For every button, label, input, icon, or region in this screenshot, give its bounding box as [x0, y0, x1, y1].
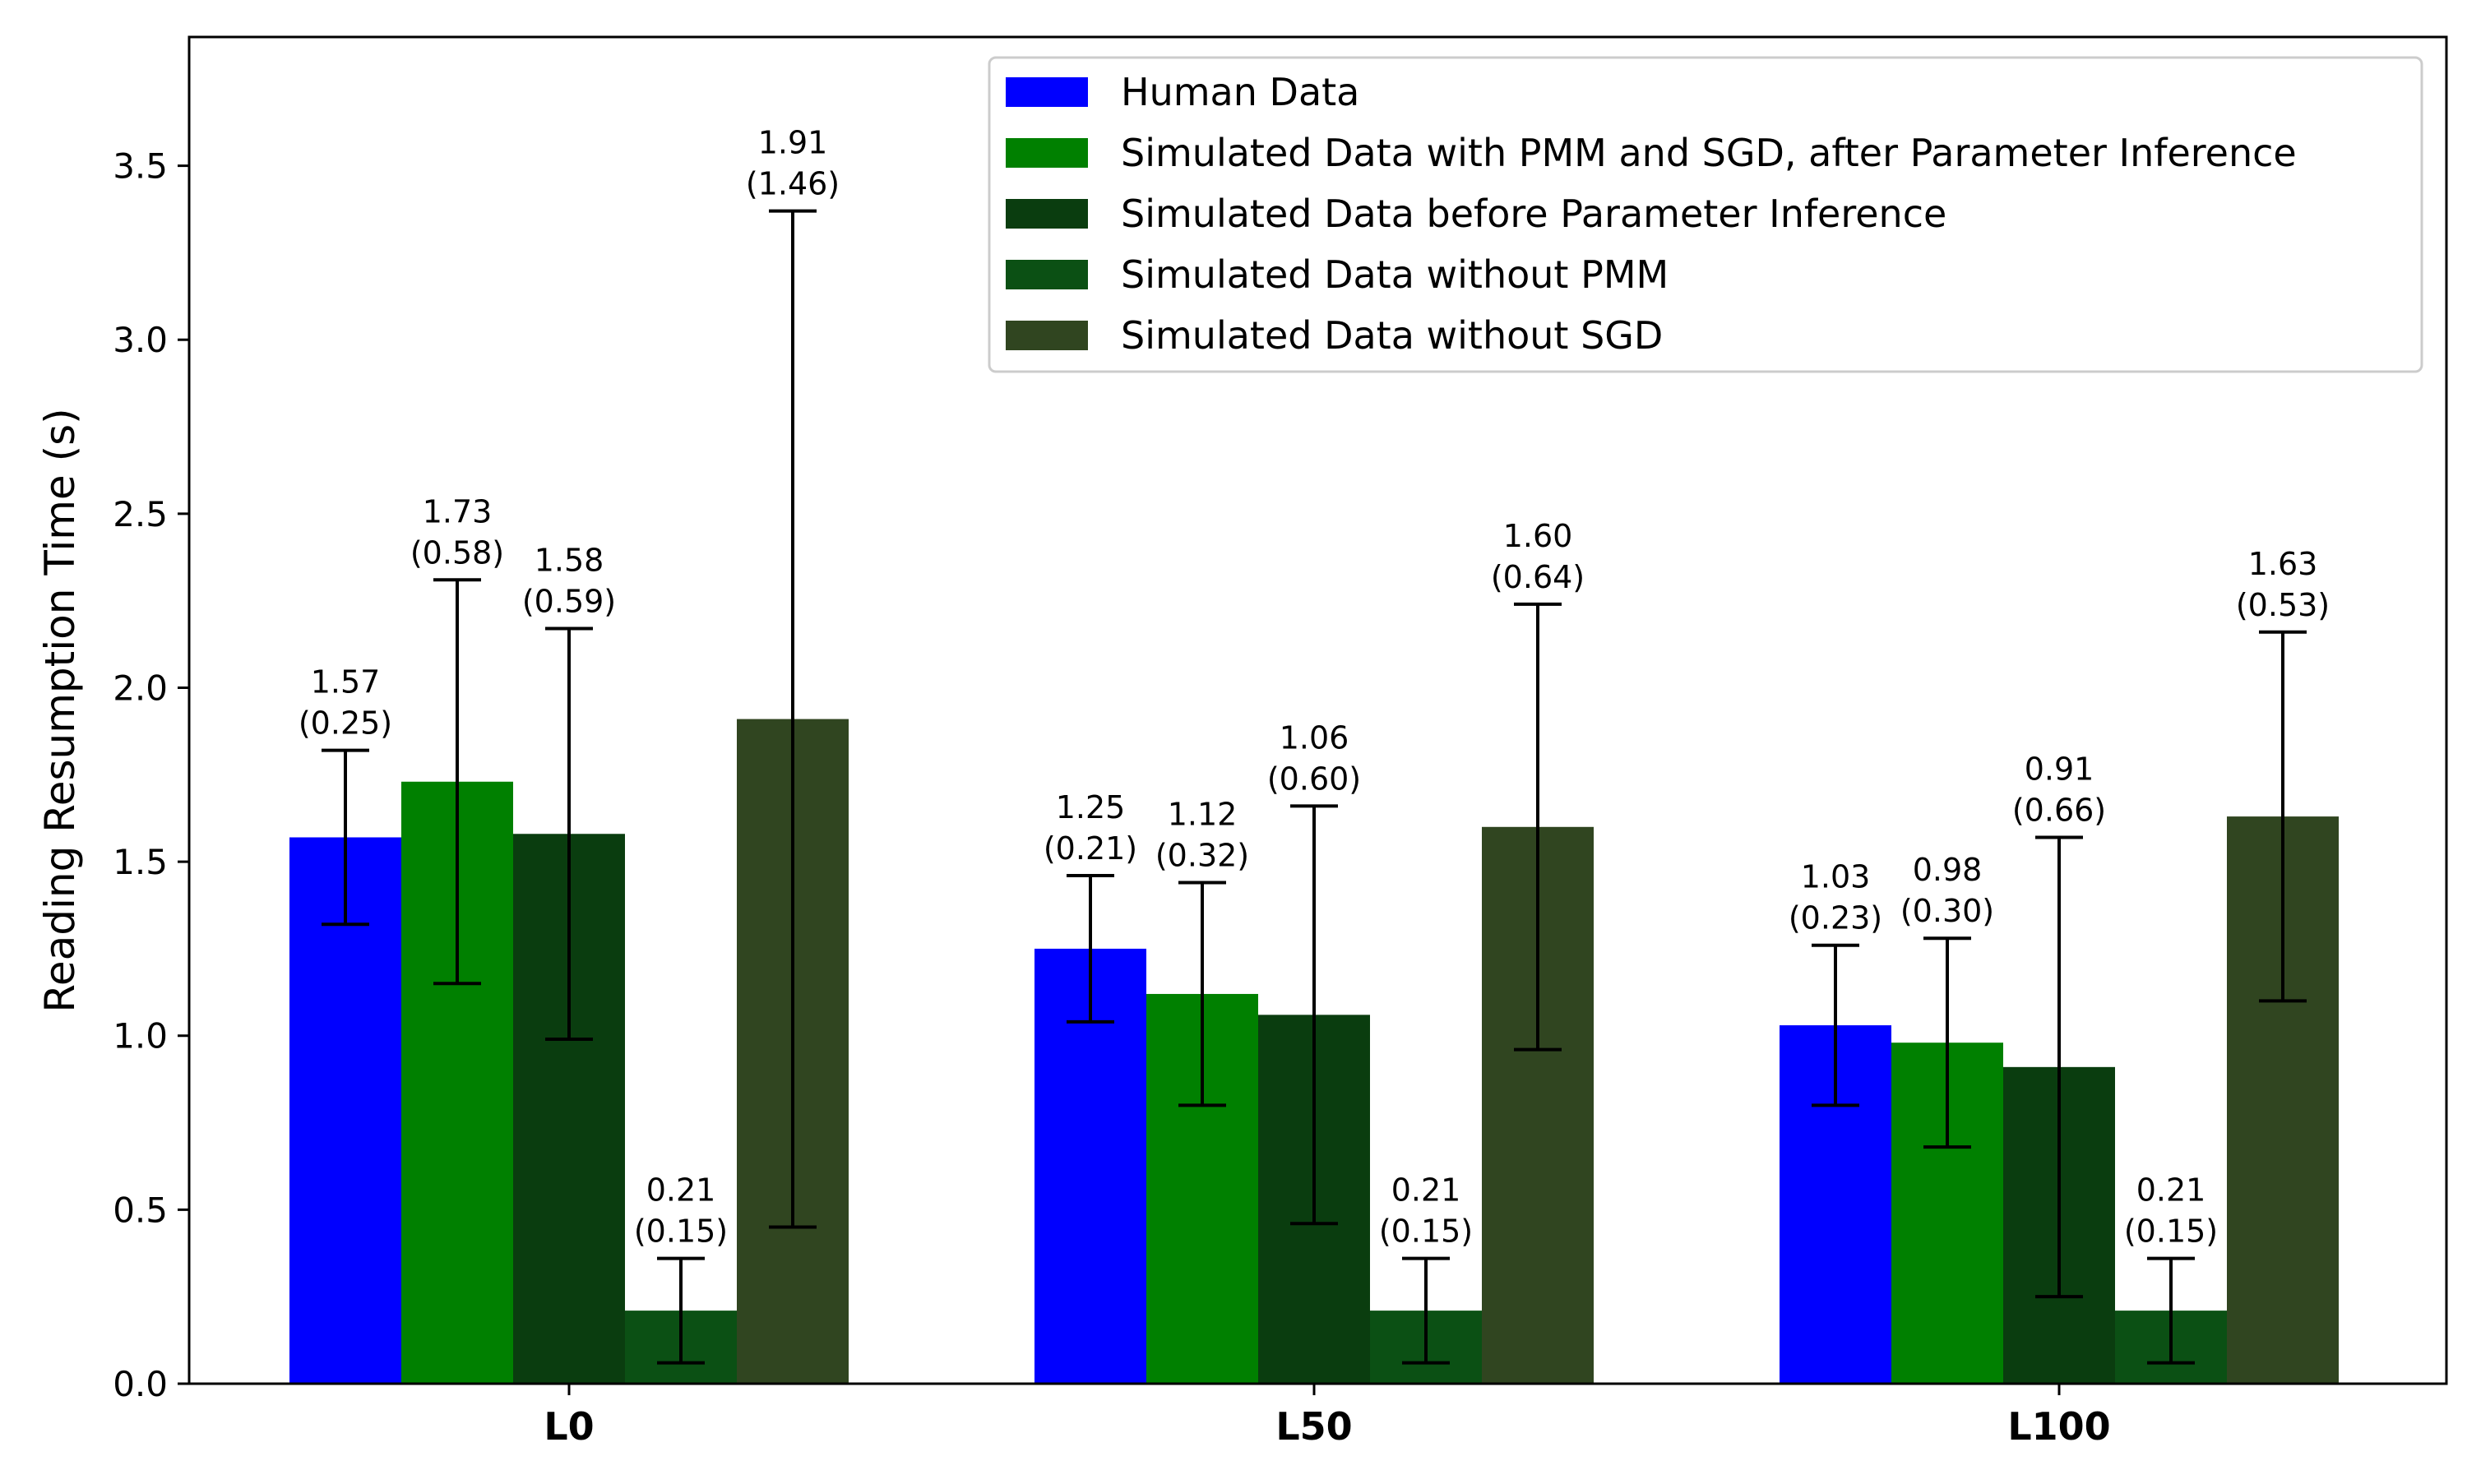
data-label-value-l100-series-2: 0.98: [1913, 852, 1983, 888]
data-labels-layer: 1.57 (0.25) 1.73 (0.58) 1.58 (0.59) 0.21 (0.15)…: [299, 125, 2330, 1250]
data-label-value-l50-series-4: 0.21: [1391, 1172, 1461, 1209]
legend-swatch-series-3: [1006, 199, 1088, 229]
data-label-sd-l0-series-1: (0.25): [299, 705, 392, 742]
legend-label-series-5: Simulated Data without SGD: [1121, 313, 1663, 358]
data-label-value-l0-series-2: 1.73: [423, 493, 493, 529]
legend-swatch-series-4: [1006, 260, 1088, 289]
data-label-sd-l100-series-2: (0.30): [1900, 893, 1994, 929]
data-label-value-l50-series-1: 1.25: [1056, 789, 1126, 825]
y-tick-label-5: 2.5: [113, 494, 168, 534]
data-label-value-l100-series-4: 0.21: [2136, 1172, 2206, 1209]
data-label-value-l50-series-5: 1.60: [1503, 518, 1573, 554]
data-label-sd-l0-series-5: (1.46): [746, 166, 840, 202]
plot-frame: [187, 35, 2448, 1385]
data-label-value-l100-series-5: 1.63: [2248, 546, 2318, 582]
y-tick-label-0: 0.0: [113, 1364, 168, 1404]
legend-box: [988, 56, 2423, 373]
data-label-sd-l50-series-5: (0.64): [1491, 559, 1585, 595]
legend-label-series-2: Simulated Data with PMM and SGD, after P…: [1121, 131, 2297, 175]
data-label-value-l0-series-4: 0.21: [646, 1172, 716, 1209]
data-label-sd-l0-series-4: (0.15): [634, 1214, 728, 1250]
legend: Human Data Simulated Data with PMM and SG…: [988, 56, 2423, 373]
bars-layer: [289, 719, 2339, 1384]
data-label-value-l100-series-1: 1.03: [1801, 859, 1871, 895]
x-tick-label-l50: L50: [1275, 1404, 1352, 1449]
data-label-sd-l50-series-1: (0.21): [1044, 830, 1137, 867]
data-label-value-l0-series-5: 1.91: [758, 125, 828, 161]
y-tick-label-4: 2.0: [113, 668, 168, 708]
legend-label-series-3: Simulated Data before Parameter Inferenc…: [1121, 192, 1946, 236]
legend-label-series-1: Human Data: [1121, 70, 1359, 114]
y-tick-label-2: 1.0: [113, 1016, 168, 1056]
x-tick-label-l100: L100: [2007, 1404, 2110, 1449]
data-label-sd-l50-series-4: (0.15): [1379, 1214, 1473, 1250]
error-bars-layer: [322, 209, 2307, 1365]
y-tick-label-1: 0.5: [113, 1190, 168, 1230]
y-tick-label-6: 3.0: [113, 320, 168, 360]
x-tick-label-l0: L0: [544, 1404, 594, 1449]
data-label-sd-l100-series-5: (0.53): [2236, 587, 2330, 623]
data-label-sd-l100-series-4: (0.15): [2124, 1214, 2218, 1250]
axes-layer: L0 L50 L100 0.0 0.5 1.0 1.5 2.0 2.5 3.0 3.5 Reading…: [36, 35, 2448, 1449]
legend-swatch-series-2: [1006, 138, 1088, 168]
y-tick-label-3: 1.5: [113, 842, 168, 882]
legend-swatch-series-1: [1006, 77, 1088, 107]
data-label-value-l0-series-3: 1.58: [535, 543, 604, 579]
data-label-value-l0-series-1: 1.57: [311, 664, 381, 700]
data-label-value-l100-series-3: 0.91: [2025, 751, 2094, 787]
data-label-sd-l0-series-3: (0.59): [522, 584, 616, 620]
data-label-sd-l50-series-2: (0.32): [1155, 838, 1249, 874]
data-label-sd-l50-series-3: (0.60): [1267, 760, 1361, 797]
y-axis-title: Reading Resumption Time (s): [36, 408, 84, 1012]
legend-swatch-series-5: [1006, 321, 1088, 350]
data-label-sd-l100-series-3: (0.66): [2012, 792, 2106, 828]
data-label-value-l50-series-2: 1.12: [1168, 797, 1238, 833]
data-label-value-l50-series-3: 1.06: [1280, 719, 1349, 756]
y-tick-label-7: 3.5: [113, 146, 168, 187]
legend-label-series-4: Simulated Data without PMM: [1121, 252, 1669, 297]
data-label-sd-l100-series-1: (0.23): [1789, 900, 1882, 936]
bar-l0-series-1: [289, 837, 401, 1384]
data-label-sd-l0-series-2: (0.58): [410, 534, 504, 571]
